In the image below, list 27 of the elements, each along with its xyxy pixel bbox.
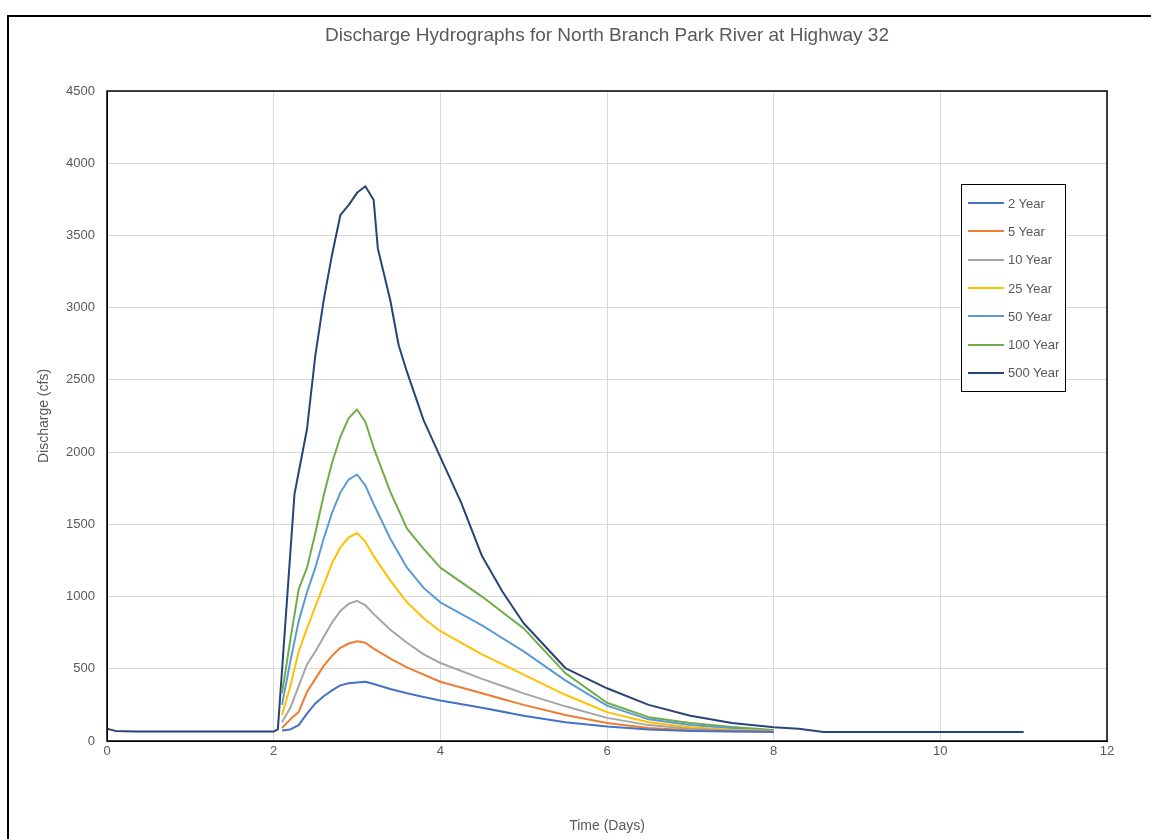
y-tick-label: 500: [73, 660, 95, 676]
y-tick-label: 1500: [66, 515, 95, 531]
x-axis-title: Time (Days): [569, 817, 645, 834]
legend-label: 5 Year: [1008, 223, 1045, 239]
y-tick-label: 1000: [66, 588, 95, 604]
x-tick-label: 0: [103, 743, 111, 759]
legend-label: 10 Year: [1008, 252, 1053, 268]
legend-label: 2 Year: [1008, 195, 1045, 211]
legend-label: 500 Year: [1008, 365, 1060, 381]
y-tick-label: 0: [87, 732, 95, 748]
legend-label: 25 Year: [1008, 280, 1053, 296]
y-tick-label: 3000: [66, 299, 95, 315]
legend-label: 50 Year: [1008, 308, 1053, 324]
x-tick-label: 6: [603, 743, 611, 759]
y-tick-label: 2500: [66, 371, 95, 387]
y-tick-label: 4500: [66, 82, 95, 98]
x-tick-label: 4: [436, 743, 444, 759]
y-tick-label: 3500: [66, 227, 95, 243]
x-tick-label: 8: [770, 743, 778, 759]
x-tick-label: 12: [1099, 743, 1115, 759]
y-axis-title: Discharge (cfs): [35, 368, 52, 464]
x-tick-label: 10: [933, 743, 948, 759]
legend-label: 100 Year: [1008, 337, 1060, 353]
x-tick-label: 2: [270, 743, 278, 759]
y-tick-label: 2000: [66, 443, 95, 459]
chart-title: Discharge Hydrographs for North Branch Park River at Highway 32: [324, 24, 890, 46]
y-tick-label: 4000: [66, 154, 95, 170]
